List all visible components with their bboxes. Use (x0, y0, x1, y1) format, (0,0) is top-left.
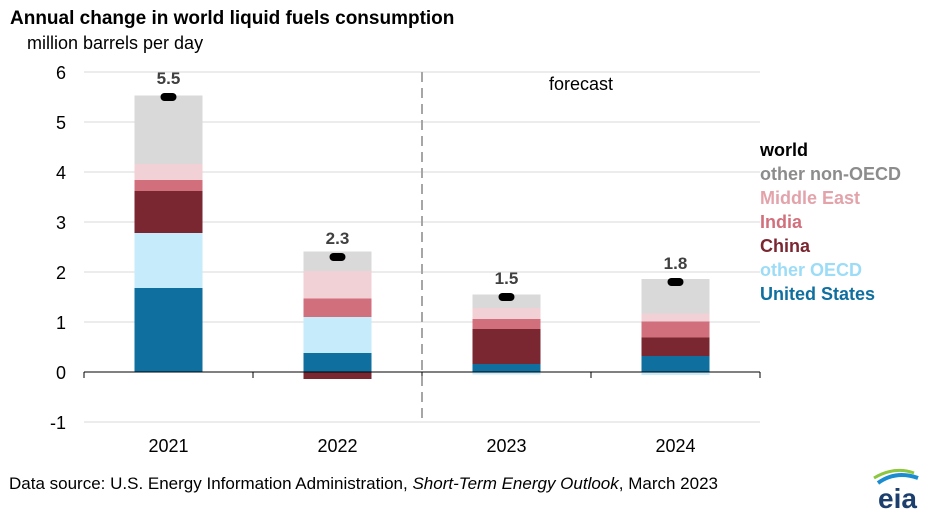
source-suffix: , March 2023 (618, 474, 718, 493)
bar-segment-middle-east (134, 164, 203, 180)
legend-item-united-states: United States (760, 284, 875, 304)
forecast-label: forecast (549, 74, 613, 94)
bar-segment-united-states (303, 353, 372, 372)
legend-item-middle-east: Middle East (760, 188, 860, 208)
world-value-label: 1.8 (664, 254, 688, 273)
chart-subtitle: million barrels per day (27, 33, 204, 53)
bar-segment-other-oecd (303, 317, 372, 353)
source-italic: Short-Term Energy Outlook (412, 474, 619, 493)
y-tick-label: -1 (50, 413, 66, 433)
logo-arc-green (873, 468, 915, 480)
bar-segment-middle-east (303, 271, 372, 299)
logo-arc-blue (876, 472, 919, 485)
source-prefix: Data source: U.S. Energy Information Adm… (9, 474, 413, 493)
legend: world other non-OECD Middle East India China… (759, 140, 901, 304)
legend-item-india: India (760, 212, 803, 232)
world-marker (498, 293, 515, 301)
bar-segment-other-non-oecd (472, 294, 541, 308)
bar-segment-india (472, 319, 541, 329)
y-tick-label: 3 (56, 213, 66, 233)
bar-segment-india (134, 180, 203, 191)
bar-segment-united-states (134, 288, 203, 372)
bar-segment-other-oecd (641, 372, 710, 375)
y-tick-label: 0 (56, 363, 66, 383)
eia-logo-icon: eia (873, 468, 919, 512)
y-tick-label: 6 (56, 63, 66, 83)
y-tick-label: 5 (56, 113, 66, 133)
legend-item-other-oecd: other OECD (760, 260, 862, 280)
bar-segment-middle-east (472, 308, 541, 319)
bar-segment-china (641, 337, 710, 356)
axes: -1 0 1 2 3 4 5 6 2021 2022 2023 2024 forecast (50, 63, 761, 456)
bar-segment-middle-east (641, 313, 710, 322)
world-marker (667, 278, 684, 286)
bar-segment-india (641, 321, 710, 338)
legend-item-china: China (760, 236, 811, 256)
bar-segment-china (472, 329, 541, 364)
world-marker (160, 93, 177, 101)
y-tick-label: 4 (56, 163, 66, 183)
data-source-note: Data source: U.S. Energy Information Adm… (9, 474, 718, 494)
world-value-label: 5.5 (157, 69, 181, 88)
bar-segment-other-oecd (472, 372, 541, 375)
bar-segment-china (134, 191, 203, 233)
logo-text: eia (878, 483, 917, 512)
world-value-label: 1.5 (495, 269, 519, 288)
bar-segment-other-non-oecd (303, 251, 372, 271)
bar-segment-other-oecd (134, 233, 203, 288)
bars (134, 95, 710, 379)
x-tick-label: 2024 (655, 436, 695, 456)
legend-item-world: world (759, 140, 808, 160)
world-markers: 5.5 2.3 1.5 1.8 (157, 69, 688, 301)
bar-segment-united-states (641, 356, 710, 372)
world-marker (329, 253, 346, 261)
chart-area: -1 0 1 2 3 4 5 6 2021 2022 2023 2024 forecast 5.5 2.3… (50, 63, 901, 456)
bar-segment-china (303, 372, 372, 379)
y-tick-label: 2 (56, 263, 66, 283)
legend-item-other-non-oecd: other non-OECD (760, 164, 901, 184)
bar-segment-india (303, 298, 372, 317)
bar-segment-united-states (472, 364, 541, 372)
world-value-label: 2.3 (326, 229, 350, 248)
x-tick-label: 2023 (486, 436, 526, 456)
bar-segment-other-non-oecd (134, 95, 203, 164)
chart-title: Annual change in world liquid fuels cons… (10, 8, 455, 29)
y-tick-label: 1 (56, 313, 66, 333)
x-tick-label: 2022 (317, 436, 357, 456)
x-tick-label: 2021 (148, 436, 188, 456)
